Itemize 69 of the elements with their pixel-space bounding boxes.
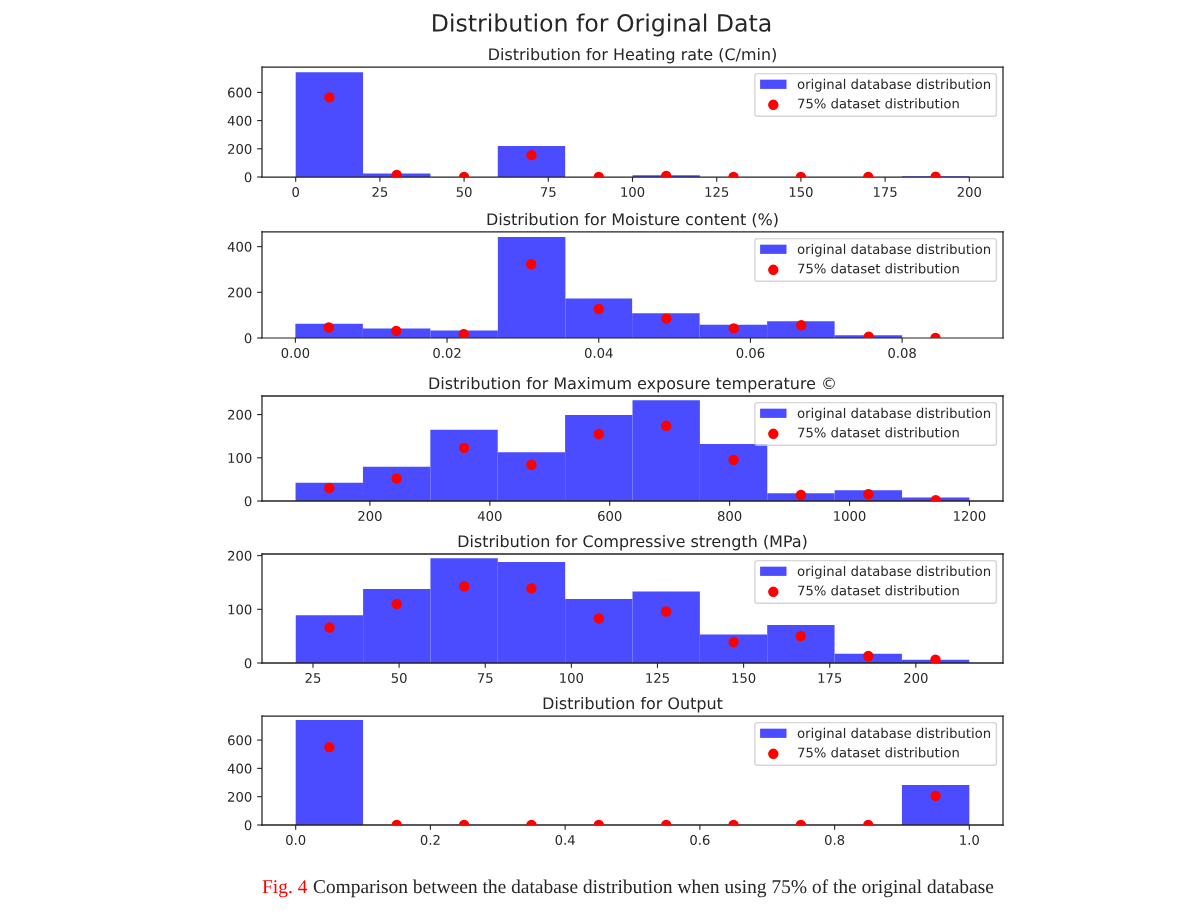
legend-label: 75% dataset distribution <box>798 585 959 596</box>
y-tick-label: 100 <box>228 604 252 615</box>
text: Distribution for Original Data <box>433 13 771 37</box>
x-tick-label: 0.4 <box>555 834 575 845</box>
chart-title: Distribution for Maximum exposure temperature © <box>429 376 835 393</box>
chart-title: Distribution for Output <box>543 696 723 713</box>
chart-title: Distribution for Moisture content (%) <box>487 212 778 228</box>
caption: Fig. 4 <box>262 880 308 898</box>
legend-label: original database distribution <box>797 407 991 421</box>
x-tick-label: 200 <box>957 186 982 197</box>
y-tick-label: 400 <box>227 115 252 126</box>
x-tick-label: 25 <box>305 672 321 683</box>
y-tick-label: 100 <box>228 453 252 463</box>
y-tick-label: 0 <box>244 658 252 669</box>
x-tick-label: 0.8 <box>824 834 845 845</box>
x-tick-label: 175 <box>873 187 897 197</box>
y-tick-label: 200 <box>228 550 252 561</box>
x-tick-label: 1000 <box>834 510 866 521</box>
x-tick-label: 50 <box>391 672 407 683</box>
x-tick-label: 50 <box>456 186 472 197</box>
y-tick-label: 200 <box>228 791 252 802</box>
x-tick-label: 0.6 <box>690 834 710 845</box>
x-tick-label: 75 <box>540 187 556 197</box>
y-tick-label: 0 <box>244 172 252 183</box>
y-tick-label: 200 <box>228 409 252 420</box>
x-tick-label: 800 <box>717 510 742 521</box>
legend-label: 75% dataset distribution <box>798 98 959 109</box>
legend-label: original database distribution <box>797 78 991 92</box>
text: Comparison between the database distribution when using 75% of the original database <box>313 879 994 898</box>
x-tick-label: 125 <box>646 672 669 683</box>
x-tick-label: 0.2 <box>420 834 440 845</box>
x-tick-label: 400 <box>477 510 502 521</box>
y-tick-label: 600 <box>228 87 252 98</box>
x-tick-label: 25 <box>372 186 388 197</box>
legend-label: original database distribution <box>797 243 991 257</box>
x-tick-label: 150 <box>789 186 813 197</box>
chart-title: Distribution for Compressive strength (MPa) <box>458 534 807 551</box>
chart-title: Distribution for Heating rate (C/min) <box>489 47 776 64</box>
x-tick-label: 0.02 <box>433 347 461 358</box>
x-tick-label: 0.08 <box>888 347 916 358</box>
x-tick-label: 150 <box>732 672 756 683</box>
x-tick-label: 1.0 <box>960 834 979 845</box>
x-tick-label: 175 <box>818 673 842 683</box>
x-tick-label: 600 <box>598 510 622 521</box>
y-tick-label: 0 <box>244 333 252 344</box>
y-tick-label: 0 <box>244 820 252 831</box>
legend-label: 75% dataset distribution <box>798 427 959 438</box>
legend-label: 75% dataset distribution <box>798 747 959 758</box>
x-tick-label: 200 <box>904 672 928 683</box>
x-tick-label: 0 <box>292 186 299 197</box>
x-tick-label: 125 <box>705 186 729 197</box>
legend-label: original database distribution <box>797 565 991 579</box>
legend-label: 75% dataset distribution <box>798 263 959 274</box>
x-tick-label: 0.00 <box>281 347 310 358</box>
x-tick-label: 0.0 <box>286 834 306 845</box>
x-tick-label: 1200 <box>954 510 986 521</box>
x-tick-label: 0.06 <box>736 347 765 358</box>
y-tick-label: 200 <box>228 287 252 298</box>
legend-label: original database distribution <box>797 727 991 741</box>
x-tick-label: 75 <box>477 673 493 683</box>
y-tick-label: 200 <box>228 144 252 154</box>
x-tick-label: 200 <box>358 510 382 521</box>
y-tick-label: 0 <box>244 496 252 507</box>
x-tick-label: 100 <box>621 186 645 197</box>
y-tick-label: 400 <box>227 241 252 252</box>
x-tick-label: 0.04 <box>584 347 613 358</box>
y-tick-label: 600 <box>228 735 252 746</box>
y-tick-label: 400 <box>227 763 252 774</box>
x-tick-label: 100 <box>560 672 584 683</box>
